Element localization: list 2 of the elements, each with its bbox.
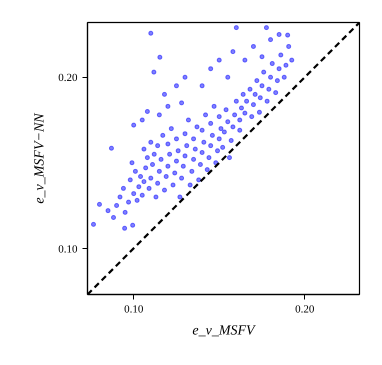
y-axis-title: e_v_MSFV−NN: [32, 112, 48, 204]
x-axis-title: e_v_MSFV: [192, 324, 256, 338]
